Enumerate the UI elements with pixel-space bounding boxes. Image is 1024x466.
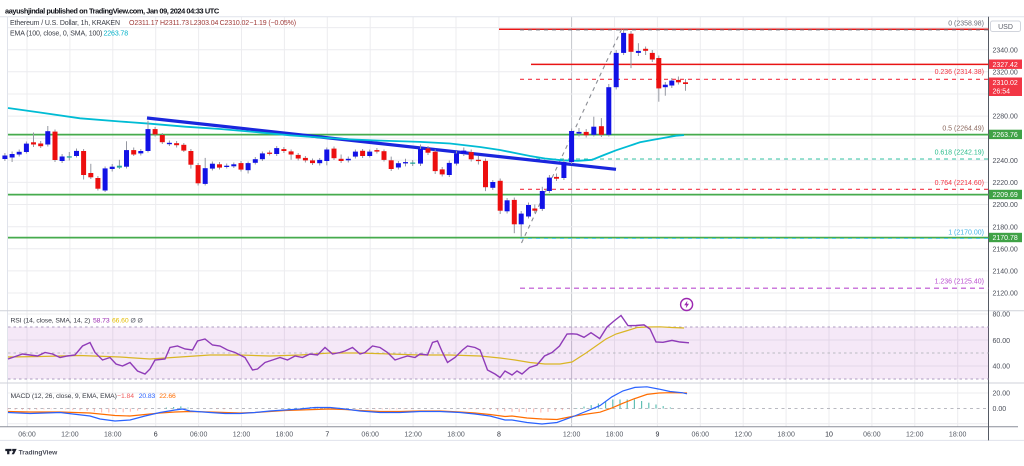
svg-text:RSI (14, close, SMA, 14, 2)58.: RSI (14, close, SMA, 14, 2) 58.73 66.60 Ø Ø <box>11 317 144 324</box>
svg-text:Ethereum / U.S. Dollar, 1h, KR: Ethereum / U.S. Dollar, 1h, KRAKEN O2311.… <box>10 20 296 27</box>
svg-text:0.236 (2314.38): 0.236 (2314.38) <box>935 69 984 76</box>
svg-text:12:00: 12:00 <box>61 431 79 438</box>
svg-text:USD: USD <box>998 24 1013 31</box>
svg-text:2240.00: 2240.00 <box>993 158 1018 165</box>
svg-text:EMA (100, close, 0, SMA, 100)2: EMA (100, close, 0, SMA, 100)2263.78 <box>10 31 128 38</box>
svg-text:26:54: 26:54 <box>993 89 1011 96</box>
svg-text:10: 10 <box>825 431 833 438</box>
svg-text:2160.00: 2160.00 <box>993 246 1018 253</box>
svg-text:12:00: 12:00 <box>404 431 422 438</box>
svg-text:80.00: 80.00 <box>993 312 1011 319</box>
svg-text:TradingView: TradingView <box>19 450 59 457</box>
svg-text:60.00: 60.00 <box>993 338 1011 345</box>
svg-text:2140.00: 2140.00 <box>993 269 1018 276</box>
svg-text:2340.00: 2340.00 <box>993 47 1018 54</box>
svg-text:7: 7 <box>325 431 329 438</box>
svg-text:18:00: 18:00 <box>276 431 294 438</box>
svg-text:18:00: 18:00 <box>777 431 795 438</box>
svg-text:12:00: 12:00 <box>233 431 251 438</box>
svg-text:12:00: 12:00 <box>734 431 752 438</box>
svg-text:0 (2358.98): 0 (2358.98) <box>948 21 984 28</box>
svg-text:18:00: 18:00 <box>606 431 624 438</box>
svg-text:12:00: 12:00 <box>563 431 581 438</box>
svg-text:8: 8 <box>497 431 501 438</box>
svg-text:0.5 (2264.49): 0.5 (2264.49) <box>942 126 984 133</box>
svg-text:06:00: 06:00 <box>190 431 208 438</box>
svg-text:2310.02: 2310.02 <box>993 80 1018 87</box>
svg-text:2280.00: 2280.00 <box>993 114 1018 121</box>
svg-text:0.00: 0.00 <box>993 406 1007 413</box>
svg-text:2170.78: 2170.78 <box>993 235 1018 242</box>
svg-text:MACD (12, 26, close, 9, EMA, E: MACD (12, 26, close, 9, EMA, EMA)−1.84 20… <box>11 393 177 400</box>
svg-text:0.618 (2242.19): 0.618 (2242.19) <box>935 149 984 156</box>
svg-text:1 (2170.00): 1 (2170.00) <box>948 229 984 236</box>
svg-text:0.764 (2214.60): 0.764 (2214.60) <box>935 180 984 187</box>
svg-text:20.00: 20.00 <box>993 391 1011 398</box>
svg-text:2209.69: 2209.69 <box>993 192 1018 199</box>
svg-text:2263.76: 2263.76 <box>993 132 1018 139</box>
svg-text:06:00: 06:00 <box>18 431 36 438</box>
svg-text:12:00: 12:00 <box>906 431 924 438</box>
svg-text:18:00: 18:00 <box>949 431 967 438</box>
svg-text:06:00: 06:00 <box>692 431 710 438</box>
svg-text:aayushjindal published on Trad: aayushjindal published on TradingView.co… <box>5 6 220 15</box>
svg-text:2327.42: 2327.42 <box>993 62 1018 69</box>
svg-text:2220.00: 2220.00 <box>993 180 1018 187</box>
svg-text:18:00: 18:00 <box>447 431 465 438</box>
svg-text:06:00: 06:00 <box>361 431 379 438</box>
svg-text:2320.00: 2320.00 <box>993 69 1018 76</box>
svg-text:2180.00: 2180.00 <box>993 224 1018 231</box>
svg-text:6: 6 <box>154 431 158 438</box>
svg-text:06:00: 06:00 <box>863 431 881 438</box>
svg-text:2120.00: 2120.00 <box>993 291 1018 298</box>
svg-text:2200.00: 2200.00 <box>993 202 1018 209</box>
svg-text:40.00: 40.00 <box>993 364 1011 371</box>
svg-text:18:00: 18:00 <box>104 431 122 438</box>
svg-text:9: 9 <box>655 431 659 438</box>
svg-text:1.236 (2125.40): 1.236 (2125.40) <box>935 279 984 286</box>
